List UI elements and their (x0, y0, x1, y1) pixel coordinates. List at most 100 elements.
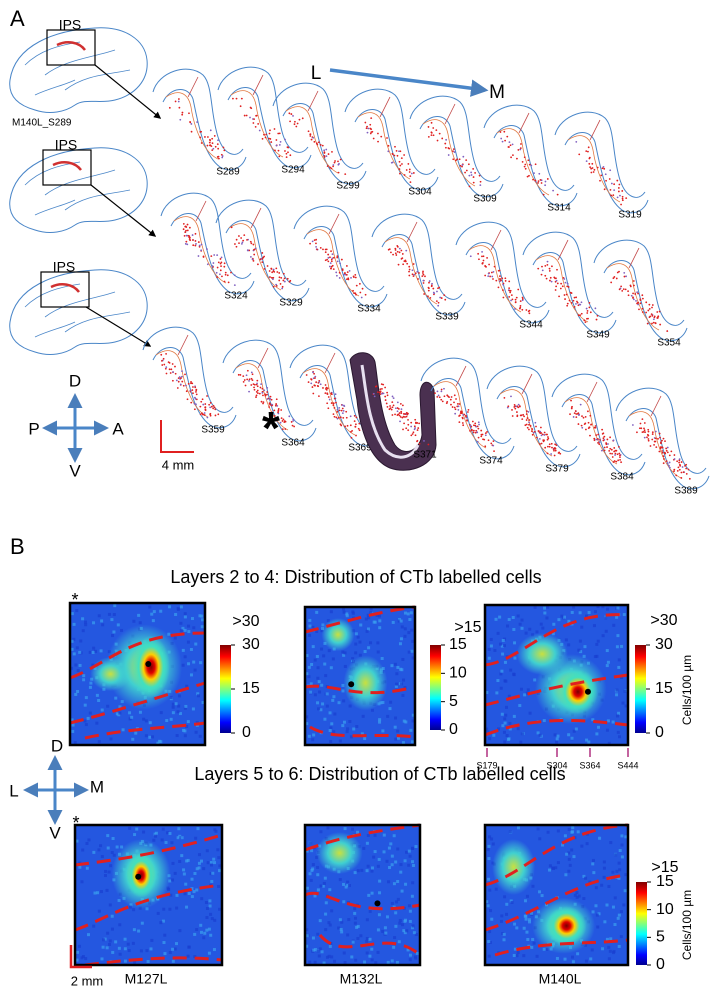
heatmap-cell (377, 913, 381, 917)
labelled-cell (255, 383, 258, 386)
heatmap-cell (325, 955, 329, 959)
labelled-cell (523, 156, 526, 159)
heatmap-cell (542, 947, 546, 951)
labelled-cell (240, 242, 243, 245)
heatmap-cell (192, 890, 196, 894)
heatmap-cell (354, 958, 358, 962)
labelled-cell (453, 151, 456, 153)
white-matter (360, 364, 420, 459)
labelled-cell (504, 139, 506, 142)
labelled-cell (499, 278, 501, 280)
heatmap-cell (490, 837, 494, 841)
labelled-cell (277, 132, 280, 135)
brain-outline (9, 27, 148, 113)
labelled-cell (481, 255, 483, 258)
labelled-cell (579, 314, 582, 316)
heatmap-cell (607, 957, 611, 961)
labelled-cell (223, 149, 226, 152)
colorbar-unit: Cells/100 µm (680, 655, 694, 725)
labelled-cell (352, 289, 354, 292)
heatmap-cell (84, 623, 88, 627)
heatmap-cell (168, 950, 172, 954)
labelled-cell (587, 410, 589, 413)
direction-to: M (489, 82, 505, 103)
labelled-cell (501, 277, 504, 280)
labelled-cell (614, 454, 616, 456)
heatmap-cell (213, 861, 217, 865)
labelled-cell (449, 398, 452, 401)
labelled-cell (509, 144, 512, 147)
labelled-cell (250, 242, 253, 245)
labelled-cell (570, 399, 572, 402)
area-border (455, 365, 467, 387)
layer-boundary (628, 411, 682, 479)
labelled-cell (590, 171, 593, 174)
labelled-cell (251, 258, 254, 261)
heatmap-cell (557, 618, 561, 622)
heatmap-cell (205, 916, 209, 920)
heatmap-cell (114, 696, 118, 700)
heatmap-cell (589, 957, 593, 961)
labelled-cell (180, 377, 182, 379)
heatmap-cell (78, 865, 82, 869)
labelled-cell (492, 440, 495, 443)
panel-label: B (10, 534, 25, 559)
labelled-cell (453, 394, 456, 397)
labelled-cell (314, 375, 317, 378)
labelled-cell (165, 352, 167, 355)
area-border (195, 200, 207, 222)
heatmap-cell (356, 924, 360, 928)
colorbar (635, 645, 646, 733)
heatmap-cell (403, 859, 407, 863)
labelled-cell (524, 163, 527, 166)
heatmap-cell (363, 737, 367, 741)
heatmap-cell (370, 708, 374, 712)
labelled-cell (437, 304, 440, 307)
heatmap-cell (360, 868, 364, 872)
labelled-cell (472, 181, 475, 184)
labelled-cell (336, 260, 339, 263)
labelled-cell (521, 298, 524, 300)
heatmap-cell (328, 888, 332, 892)
heatmap-cell (551, 866, 555, 870)
labelled-cell (574, 410, 577, 412)
labelled-cell (427, 135, 430, 138)
labelled-cell (457, 408, 460, 411)
labelled-cell (219, 258, 222, 260)
heatmap-cell (133, 960, 137, 964)
heatmap-cell (617, 944, 621, 948)
labelled-cell (587, 150, 589, 153)
labelled-cell (451, 406, 454, 408)
labelled-cell (484, 432, 487, 435)
labelled-cell (237, 373, 240, 376)
heatmap-cell (352, 727, 356, 731)
heatmap-cell (156, 741, 160, 745)
labelled-cell (593, 439, 596, 442)
labelled-cell (679, 463, 681, 466)
heatmap-cell (333, 712, 337, 716)
heatmap-cell (378, 626, 382, 630)
pointer-arrow (94, 64, 162, 119)
labelled-cell (337, 171, 340, 174)
labelled-cell (619, 454, 621, 457)
labelled-cell (290, 113, 293, 115)
heatmap-cell (499, 686, 503, 690)
labelled-cell (578, 303, 581, 306)
labelled-cell (422, 282, 425, 284)
labelled-cell (523, 165, 526, 168)
labelled-cell (596, 314, 599, 317)
heatmap-cell (408, 854, 412, 858)
heatmap-cell (613, 896, 617, 900)
labelled-cell (487, 439, 490, 442)
heatmap-cell (375, 613, 379, 617)
labelled-cell (380, 135, 383, 138)
layer-boundary (165, 92, 219, 160)
brain-section (455, 221, 550, 324)
labelled-cell (555, 444, 558, 447)
heatmap-cell (71, 723, 75, 727)
heatmap-cell (343, 651, 347, 655)
heatmap-cell (367, 646, 371, 650)
labelled-cell (275, 398, 278, 401)
labelled-cell (489, 275, 492, 278)
labelled-cell (632, 292, 634, 295)
